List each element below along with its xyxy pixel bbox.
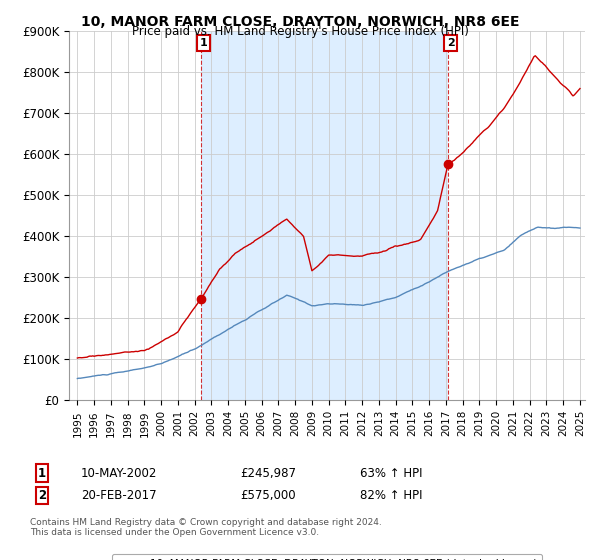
Text: 63% ↑ HPI: 63% ↑ HPI: [360, 466, 422, 480]
Text: 2: 2: [447, 38, 455, 48]
Legend: 10, MANOR FARM CLOSE, DRAYTON, NORWICH, NR8 6EE (detached house), HPI: Average p: 10, MANOR FARM CLOSE, DRAYTON, NORWICH, …: [112, 554, 542, 560]
Text: 1: 1: [199, 38, 207, 48]
Text: This data is licensed under the Open Government Licence v3.0.: This data is licensed under the Open Gov…: [30, 528, 319, 537]
Text: Price paid vs. HM Land Registry's House Price Index (HPI): Price paid vs. HM Land Registry's House …: [131, 25, 469, 38]
Text: 10, MANOR FARM CLOSE, DRAYTON, NORWICH, NR8 6EE: 10, MANOR FARM CLOSE, DRAYTON, NORWICH, …: [81, 15, 519, 29]
Bar: [200, 31, 448, 400]
Text: £245,987: £245,987: [240, 466, 296, 480]
Text: 10-MAY-2002: 10-MAY-2002: [81, 466, 157, 480]
Text: 1: 1: [38, 466, 46, 480]
Text: £575,000: £575,000: [240, 489, 296, 502]
Text: 2: 2: [38, 489, 46, 502]
Text: Contains HM Land Registry data © Crown copyright and database right 2024.: Contains HM Land Registry data © Crown c…: [30, 519, 382, 528]
Text: 20-FEB-2017: 20-FEB-2017: [81, 489, 157, 502]
Text: 82% ↑ HPI: 82% ↑ HPI: [360, 489, 422, 502]
